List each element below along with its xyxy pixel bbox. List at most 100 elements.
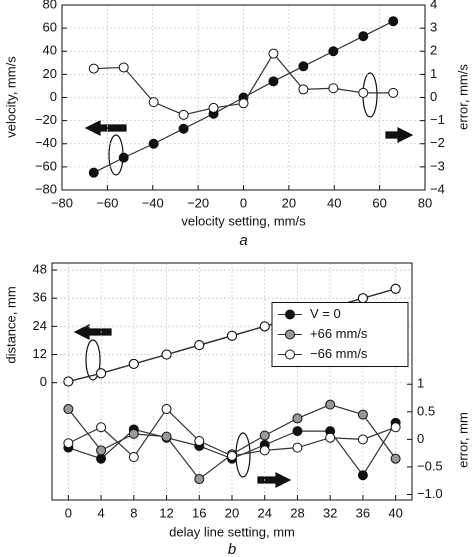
x-tick-label: 36	[356, 505, 370, 520]
point	[292, 426, 303, 437]
point	[208, 102, 219, 113]
legend-label: −66 mm/s	[310, 346, 368, 361]
point	[88, 167, 99, 178]
point	[96, 422, 107, 433]
x-tick-label: 0	[65, 505, 72, 520]
y2-axis-label: error, mm/s	[455, 64, 470, 130]
point	[178, 123, 189, 134]
x-tick-label: 40	[327, 195, 341, 210]
point	[238, 98, 249, 109]
point	[268, 76, 279, 87]
x-tick-label: 4	[97, 505, 104, 520]
x-tick-label: −20	[187, 195, 209, 210]
point	[328, 46, 339, 57]
y2-tick-label: −0.5	[417, 458, 443, 473]
point	[161, 349, 172, 360]
x-tick-label: 20	[225, 505, 239, 520]
point	[268, 48, 279, 59]
x-tick-label: 0	[240, 195, 247, 210]
x-tick-label: 24	[257, 505, 271, 520]
x-tick-label: 40	[388, 505, 402, 520]
y-tick-label: 60	[43, 20, 57, 35]
point	[178, 109, 189, 120]
point	[390, 422, 401, 433]
y2-tick-label: 3	[430, 20, 437, 35]
x-tick-label: 12	[159, 505, 173, 520]
point	[357, 293, 368, 304]
point	[357, 409, 368, 420]
point	[128, 428, 139, 439]
x-tick-label: 28	[290, 505, 304, 520]
point	[325, 399, 336, 410]
y2-tick-label: 4	[430, 0, 437, 11]
point	[357, 434, 368, 445]
plot-frame	[51, 262, 413, 501]
y2-tick-label: 0	[417, 431, 424, 446]
point	[357, 470, 368, 481]
point	[194, 436, 205, 447]
y2-axis-label: error, mm	[455, 412, 470, 468]
point	[390, 283, 401, 294]
y-tick-label: 40	[43, 43, 57, 58]
point	[148, 138, 159, 149]
point	[388, 87, 399, 98]
y-tick-label: −40	[35, 135, 57, 150]
panel-label: b	[228, 541, 236, 557]
y-tick-label: −60	[35, 158, 57, 173]
y-tick-label: −20	[35, 112, 57, 127]
point	[63, 438, 74, 449]
y-tick-label: 36	[33, 290, 47, 305]
point	[298, 84, 309, 95]
y-axis-label: velocity, mm/s	[3, 56, 18, 138]
y-tick-label: 0	[40, 374, 47, 389]
point	[63, 404, 74, 415]
point	[259, 321, 270, 332]
point	[292, 442, 303, 453]
y2-tick-label: 2	[430, 43, 437, 58]
y2-tick-label: 1	[430, 66, 437, 81]
point	[292, 413, 303, 424]
x-tick-label: −40	[142, 195, 164, 210]
y-tick-label: 12	[33, 346, 47, 361]
legend-label: +66 mm/s	[310, 326, 368, 341]
y-tick-label: −80	[35, 181, 57, 196]
x-tick-label: 20	[282, 195, 296, 210]
arrow	[385, 127, 414, 143]
point	[118, 152, 129, 163]
y-tick-label: 24	[33, 318, 47, 333]
y-tick-label: 0	[50, 89, 57, 104]
point	[118, 62, 129, 73]
point	[298, 61, 309, 72]
y2-tick-label: −1	[430, 112, 445, 127]
point	[148, 97, 159, 108]
x-tick-label: 60	[372, 195, 386, 210]
point	[161, 404, 172, 415]
y-axis-label: distance, mm	[3, 286, 18, 363]
arrow	[73, 324, 112, 340]
point	[390, 453, 401, 464]
y2-tick-label: −2	[430, 135, 445, 150]
panel-label: a	[239, 232, 247, 249]
point	[358, 87, 369, 98]
y-tick-label: 48	[33, 261, 47, 276]
point	[128, 358, 139, 369]
x-axis-label: velocity setting, mm/s	[181, 213, 306, 228]
x-axis-label: delay line setting, mm	[169, 524, 295, 539]
point	[194, 474, 205, 485]
point	[63, 376, 74, 387]
y-tick-label: 80	[43, 0, 57, 11]
y2-tick-label: 0.5	[417, 403, 435, 418]
arrow	[257, 472, 292, 488]
y2-tick-label: −1.0	[417, 486, 443, 501]
point	[328, 83, 339, 94]
legend-marker	[285, 349, 295, 360]
point	[128, 452, 139, 463]
point	[227, 330, 237, 341]
x-tick-label: 8	[130, 505, 137, 520]
point	[96, 368, 107, 379]
annotations	[73, 72, 414, 488]
legend-label: V = 0	[310, 306, 341, 321]
arrow	[84, 120, 127, 136]
point	[325, 432, 336, 443]
